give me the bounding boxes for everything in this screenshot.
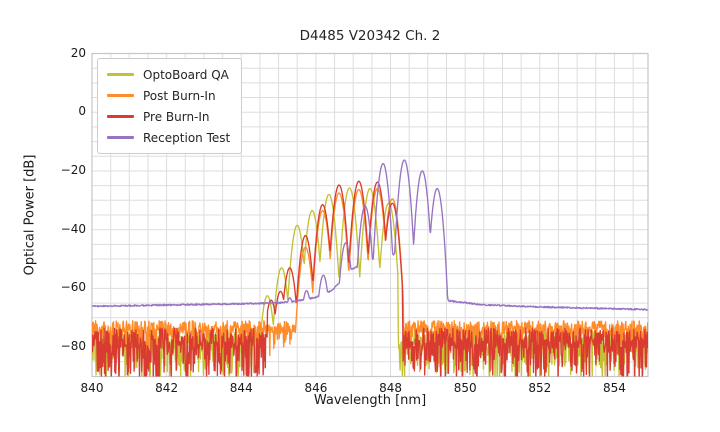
legend-item: Pre Burn-In [107,106,230,127]
legend-item: Reception Test [107,127,230,148]
y-tick-0: 0 [78,104,86,119]
x-tick-850: 850 [453,381,477,395]
chart-title: D4485 V20342 Ch. 2 [299,28,441,44]
y-axis-label: Optical Power [dB] [22,154,38,276]
axes-frame [91,52,649,378]
legend-item: OptoBoard QA [107,64,230,85]
x-tick-852: 852 [528,381,552,395]
x-tick-848: 848 [379,381,402,395]
y-tick--60: −60 [60,280,86,295]
y-tick-20: 20 [70,45,86,60]
legend-label: Reception Test [143,130,231,145]
x-tick-846: 846 [304,381,328,395]
legend-swatch-pre-burn-in [107,115,134,118]
x-tick-844: 844 [229,381,253,395]
x-tick-854: 854 [602,381,626,395]
x-tick-840: 840 [80,381,104,395]
legend-swatch-post-burn-in [107,94,134,97]
gridlines [91,53,648,377]
legend-label: OptoBoard QA [143,67,229,82]
series-line-reception-test [92,159,648,311]
legend-swatch-optoboard-qa [107,73,134,76]
legend-label: Pre Burn-In [143,109,210,124]
legend-swatch-reception-test [107,136,134,139]
x-tick-842: 842 [155,381,179,395]
y-tick--40: −40 [60,221,86,236]
x-axis-label: Wavelength [nm] [313,393,427,408]
legend-label: Post Burn-In [143,88,216,103]
legend-box: OptoBoard QA Post Burn-In Pre Burn-In Re… [97,58,243,154]
y-tick--80: −80 [60,339,86,354]
legend-item: Post Burn-In [107,85,230,106]
y-tick--20: −20 [60,162,86,177]
